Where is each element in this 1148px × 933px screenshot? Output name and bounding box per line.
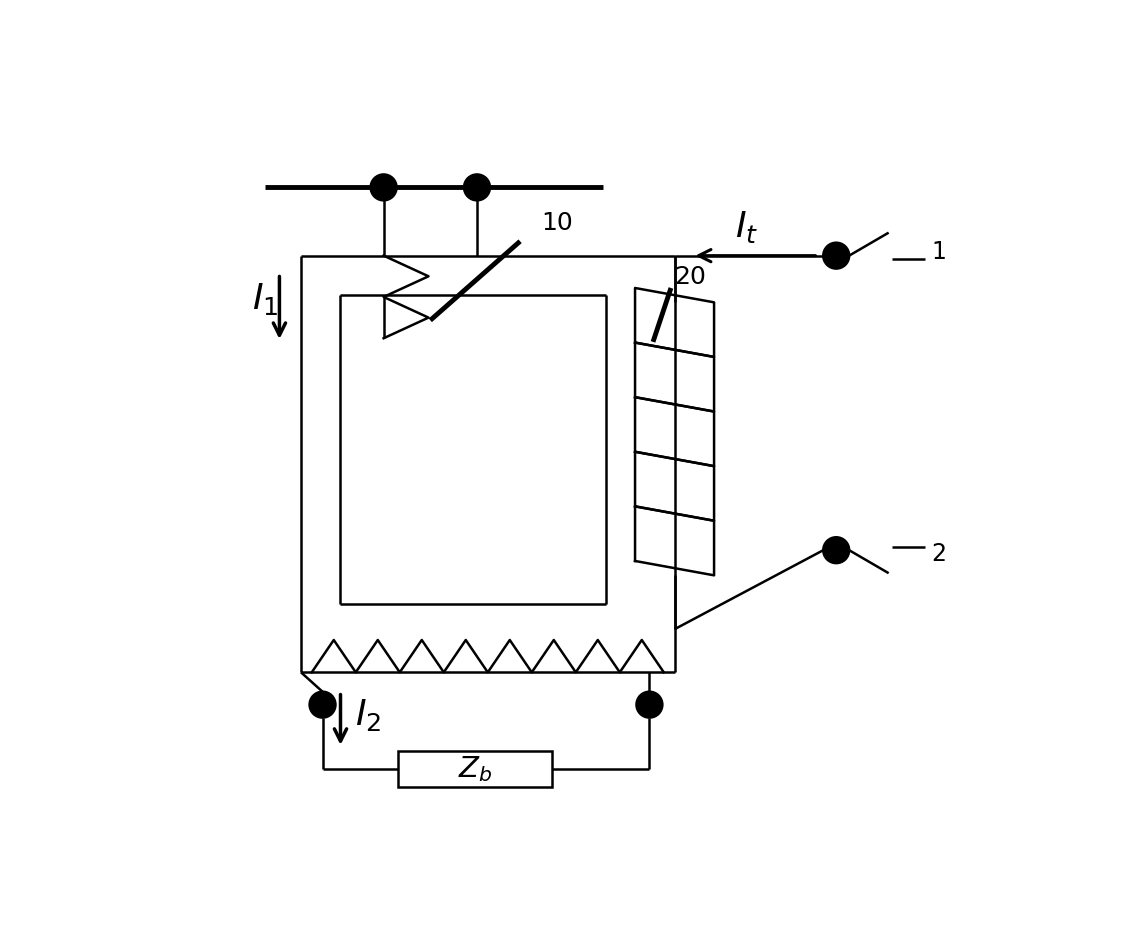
Text: $I_1$: $I_1$ <box>251 281 278 316</box>
Text: $I_2$: $I_2$ <box>355 698 381 733</box>
Bar <box>398 751 552 787</box>
Text: 2: 2 <box>932 542 947 565</box>
Text: 20: 20 <box>675 265 706 289</box>
Circle shape <box>310 691 335 717</box>
Circle shape <box>823 537 850 564</box>
Text: 10: 10 <box>542 211 573 235</box>
Text: $I_t$: $I_t$ <box>735 209 758 244</box>
Text: $Z_b$: $Z_b$ <box>458 755 492 785</box>
Circle shape <box>636 691 662 717</box>
Circle shape <box>464 174 490 201</box>
Circle shape <box>823 243 850 269</box>
Text: 1: 1 <box>932 240 947 264</box>
Circle shape <box>371 174 396 201</box>
